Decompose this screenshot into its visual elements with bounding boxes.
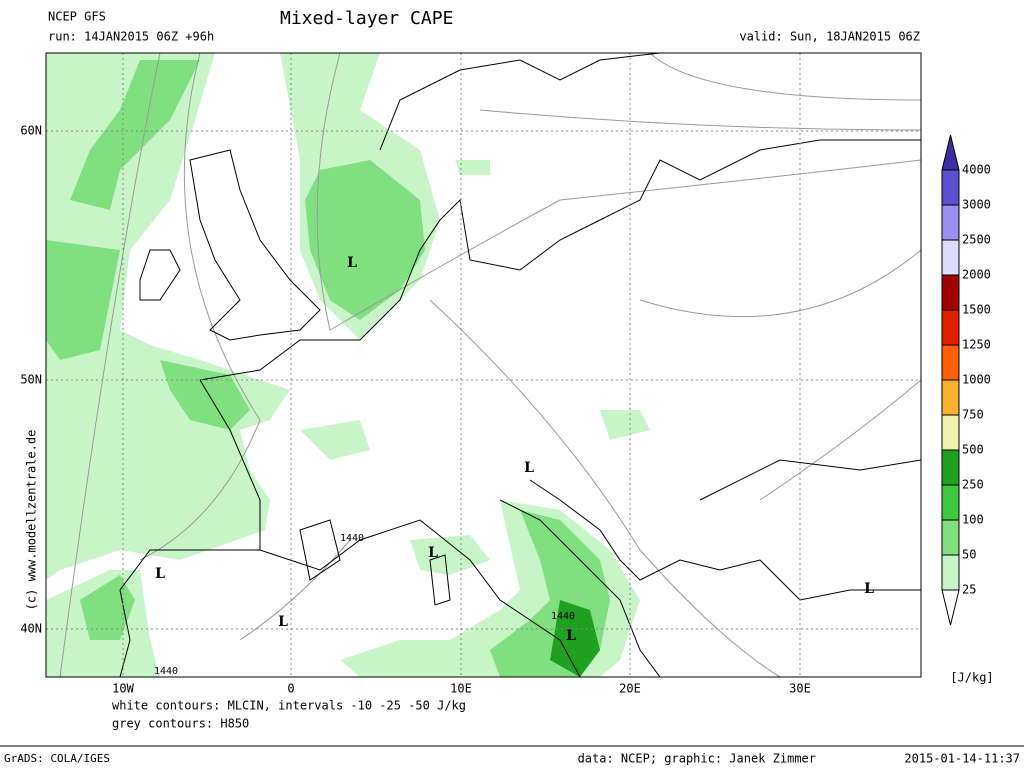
footer-left: GrADS: COLA/IGES [4,752,110,765]
map-area [45,52,922,678]
credit: (c) www.modellzentrale.de [25,430,39,611]
colorbar-segment [941,519,960,556]
colorbar-segment [941,274,960,311]
valid-time: valid: Sun, 18JAN2015 06Z [739,30,920,44]
low-marker: L [864,581,874,597]
model-name: NCEP GFS [48,10,106,24]
low-marker: L [155,566,165,582]
colorbar-label: 1500 [962,303,991,317]
colorbar-label: 1000 [962,373,991,387]
lon-label: 20E [619,682,641,696]
map-frame [45,52,922,678]
colorbar-label: 750 [962,408,984,422]
lon-label: 10E [450,682,472,696]
low-marker: L [347,255,357,271]
cape-shading [46,53,650,677]
low-marker: L [524,460,534,476]
colorbar-segment [941,169,960,206]
coastlines [119,53,921,677]
colorbar-label: 2000 [962,268,991,282]
labels: 10W 0 10E 20E 30E 60N 50N 40N L L L L L L L 1440 1440 144… [20,124,991,696]
colorbar-label: 500 [962,443,984,457]
low-marker: L [428,545,438,561]
contour-label: 1440 [551,611,575,622]
colorbar-label: 25 [962,583,976,597]
lat-label: 60N [20,124,42,138]
colorbar-label: 3000 [962,198,991,212]
h850-note: grey contours: H850 [112,717,249,731]
colorbar-segment [941,379,960,416]
contour-label: 1440 [340,533,364,544]
colorbar-segment [941,204,960,241]
colorbar-label: 100 [962,513,984,527]
colorbar-segment [941,309,960,346]
mlcin-note: white contours: MLCIN, intervals -10 -25… [112,699,466,713]
colorbar-label: 50 [962,548,976,562]
lat-label: 40N [20,622,42,636]
graticule [46,53,921,677]
lat-label: 50N [20,373,42,387]
colorbar-segment [941,449,960,486]
footer-center: data: NCEP; graphic: Janek Zimmer [578,752,816,766]
lon-label: 30E [789,682,811,696]
lon-label: 10W [112,682,134,696]
colorbar-segment [941,344,960,381]
h850-contours [59,53,921,677]
colorbar-label: 250 [962,478,984,492]
colorbar-segment [941,414,960,451]
colorbar-unit: [J/kg] [950,671,993,685]
colorbar-bottom [941,589,960,626]
colorbar-label: 4000 [962,163,991,177]
colorbar-segment [941,484,960,521]
low-marker: L [278,614,288,630]
contour-label: 1440 [154,666,178,677]
colorbar-label: 2500 [962,233,991,247]
colorbar-label: 1250 [962,338,991,352]
footer-right: 2015-01-14-11:37 [904,752,1020,766]
low-marker: L [566,628,576,644]
lon-label: 0 [287,682,294,696]
colorbar-segment [941,554,960,591]
map-title: Mixed-layer CAPE [280,8,453,29]
colorbar-segment [941,239,960,276]
run-info: run: 14JAN2015 06Z +96h [48,30,214,44]
